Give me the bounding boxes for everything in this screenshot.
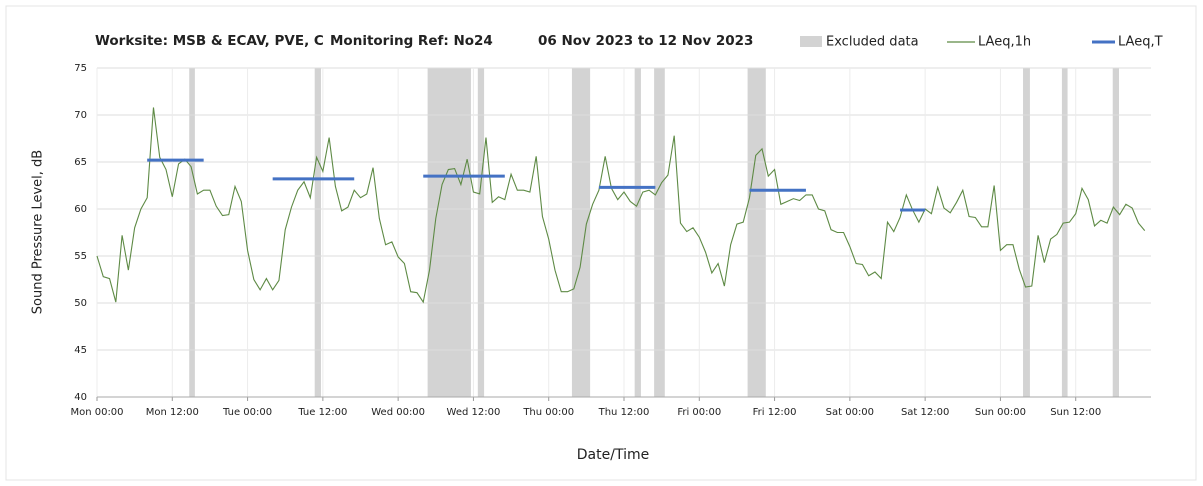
excluded-band — [189, 68, 195, 397]
x-axis-label: Date/Time — [577, 447, 649, 463]
x-tick-label: Tue 12:00 — [297, 407, 347, 418]
x-tick-label: Thu 00:00 — [522, 407, 574, 418]
frame — [5, 5, 1197, 481]
x-tick-label: Sat 00:00 — [826, 407, 874, 418]
x-tick-label: Thu 12:00 — [598, 407, 650, 418]
x-tick-label: Mon 00:00 — [70, 407, 123, 418]
x-tick-label: Tue 00:00 — [222, 407, 272, 418]
excluded-band — [747, 68, 766, 397]
y-tick-label: 70 — [74, 110, 87, 121]
excluded-band — [571, 68, 591, 397]
title-dates: 06 Nov 2023 to 12 Nov 2023 — [538, 33, 753, 49]
x-tick-label: Wed 12:00 — [447, 407, 501, 418]
y-tick-label: 50 — [74, 298, 87, 309]
title-ref: Monitoring Ref: No24 — [330, 33, 493, 49]
x-tick-label: Mon 12:00 — [146, 407, 199, 418]
excluded-band — [634, 68, 641, 397]
excluded-band — [314, 68, 321, 397]
series-line — [96, 107, 1146, 304]
y-axis-label: Sound Pressure Level, dB — [31, 150, 46, 314]
y-tick-label: 60 — [74, 204, 87, 215]
x-tick-label: Sun 12:00 — [1050, 407, 1101, 418]
excluded-band — [427, 68, 471, 397]
excluded-band — [654, 68, 665, 397]
excluded-band — [1023, 68, 1030, 397]
y-tick-label: 40 — [74, 392, 87, 403]
excluded-band — [1061, 68, 1068, 397]
x-tick-label: Fri 00:00 — [677, 407, 721, 418]
x-tick-label: Sat 12:00 — [901, 407, 949, 418]
legend-label: Excluded data — [826, 35, 919, 50]
y-tick-label: 45 — [74, 345, 87, 356]
x-tick-label: Fri 12:00 — [753, 407, 797, 418]
x-tick-label: Wed 00:00 — [371, 407, 425, 418]
excluded-band — [477, 68, 485, 397]
y-tick-label: 65 — [74, 157, 87, 168]
excluded-band — [1112, 68, 1120, 397]
x-tick-label: Sun 00:00 — [975, 407, 1026, 418]
y-tick-label: 75 — [74, 63, 87, 74]
legend-label: LAeq,T — [1118, 35, 1163, 50]
y-tick-label: 55 — [74, 251, 87, 262]
legend-swatch — [800, 36, 822, 47]
title-worksite: Worksite: MSB & ECAV, PVE, C — [95, 33, 324, 49]
legend-label: LAeq,1h — [978, 35, 1031, 50]
